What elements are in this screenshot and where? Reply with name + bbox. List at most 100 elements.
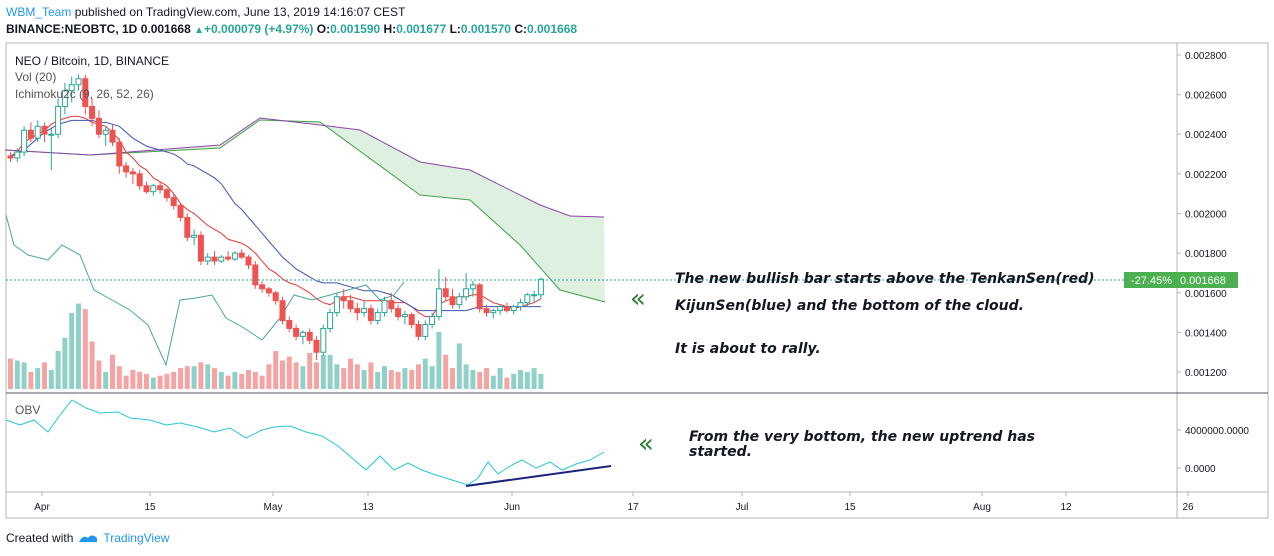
volume-bar: [341, 368, 347, 389]
volume-bar: [212, 368, 217, 389]
volume-bar: [273, 351, 279, 389]
price-tick-label: 0.002400: [1185, 130, 1227, 141]
last-price-pct: -27.45%: [1131, 275, 1172, 287]
obv-trendline: [465, 465, 612, 487]
candle-body: [483, 308, 490, 314]
volume-bar: [225, 375, 231, 389]
chart-title: NEO / Bitcoin, 1D, BINANCE: [15, 54, 169, 68]
candle-body: [136, 173, 143, 187]
volume-bar: [334, 364, 340, 389]
candle-body: [367, 308, 374, 322]
volume-bar: [14, 360, 20, 389]
volume-bar: [280, 360, 285, 389]
obv-annotation-line-1: From the very bottom, the new uptrend ha…: [689, 429, 1035, 445]
volume-bar: [375, 371, 381, 389]
candle-body: [395, 308, 402, 318]
low-label: L:: [449, 22, 461, 36]
kijun-sen-line: [10, 119, 541, 312]
volume-bar: [470, 370, 476, 389]
price-tick-label: 0.001800: [1185, 249, 1227, 260]
candle-body: [259, 284, 266, 290]
volume-bar: [538, 373, 544, 389]
chikou-span-line: [5, 214, 405, 367]
price-tick-label: 0.002600: [1185, 91, 1227, 102]
candle-body: [143, 185, 150, 193]
volume-legend: Vol (20): [15, 70, 56, 84]
created-with-text: Created with: [6, 531, 74, 545]
time-tick-label: 17: [627, 502, 639, 513]
volume-bar: [320, 354, 326, 389]
price-tick-label: 0.002000: [1185, 210, 1227, 221]
volume-bar: [307, 352, 313, 389]
volume-bar: [178, 368, 183, 389]
annotation-arrow-obv: «: [638, 429, 654, 459]
volume-bar: [35, 368, 41, 389]
candle-body: [55, 105, 62, 135]
candle-body: [476, 284, 483, 310]
volume-bar: [368, 362, 374, 389]
candle-body: [449, 296, 456, 306]
volume-bar: [8, 358, 13, 389]
candle-body: [408, 314, 415, 325]
volume-bar: [150, 377, 156, 389]
candle-body: [211, 256, 218, 262]
candle-body: [109, 129, 116, 143]
candle-body: [89, 105, 96, 119]
volume-bar: [137, 371, 143, 389]
volume-bar: [524, 371, 530, 389]
annotation-line-1: The new bullish bar starts above the Ten…: [675, 271, 1095, 287]
footer: Created with TradingView: [6, 531, 169, 545]
candle-body: [27, 129, 34, 139]
candle-body: [497, 306, 504, 312]
annotation-arrow-main: «: [630, 284, 646, 314]
candle-body: [490, 310, 497, 314]
candle-body: [422, 323, 429, 337]
candle-body: [374, 312, 381, 322]
candle-body: [340, 296, 347, 302]
volume-bar: [76, 303, 81, 389]
volume-bar: [327, 354, 333, 389]
volume-bar: [171, 371, 177, 389]
author-link[interactable]: WBM_Team: [6, 5, 72, 19]
volume-bar: [422, 358, 428, 389]
candle-body: [129, 171, 136, 175]
candle-body: [177, 205, 184, 218]
candle-body: [313, 339, 320, 353]
volume-bar: [48, 370, 54, 389]
volume-bar: [477, 371, 483, 389]
volume-bar: [395, 371, 401, 389]
change-value: +0.000079 (+4.97%): [204, 22, 314, 36]
open-label: O:: [316, 22, 331, 36]
volume-bar: [497, 368, 503, 389]
candle-body: [157, 185, 164, 191]
candle-body: [238, 252, 245, 258]
volume-bar: [69, 313, 75, 389]
volume-bar: [504, 377, 510, 389]
volume-bar: [28, 371, 34, 389]
candle-body: [7, 155, 14, 159]
candle-body: [68, 84, 75, 92]
tradingview-brand[interactable]: TradingView: [103, 531, 170, 545]
time-tick-label: 12: [1060, 502, 1072, 513]
candle-body: [415, 323, 422, 337]
candle-body: [429, 316, 436, 325]
volume-bar: [191, 366, 197, 389]
time-tick-label: Apr: [34, 502, 50, 513]
candle-body: [21, 129, 28, 153]
candle-body: [306, 331, 313, 341]
senkou-span-b-line: [4, 117, 605, 218]
candle-body: [320, 327, 327, 353]
volume-bar: [21, 362, 27, 389]
candle-body: [170, 197, 177, 207]
tenkan-sen-line: [10, 115, 542, 318]
candle-body: [469, 284, 476, 290]
volume-bar: [450, 368, 455, 389]
volume-bar: [293, 362, 299, 389]
volume-bar: [62, 337, 68, 389]
volume-bar: [266, 364, 272, 389]
volume-bar: [103, 371, 109, 389]
volume-bar: [184, 366, 190, 389]
volume-bar: [239, 373, 245, 389]
volume-bar: [123, 375, 129, 389]
